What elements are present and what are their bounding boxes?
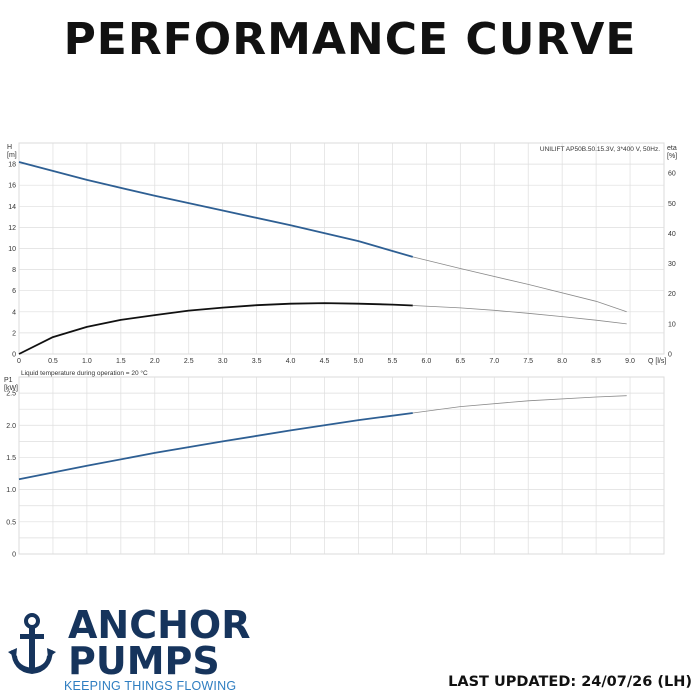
top-y2-tick-label: 20 <box>668 291 676 298</box>
top-y-tick-label: 4 <box>12 309 16 316</box>
x-tick-label: 3.5 <box>252 358 262 365</box>
top-y2-tick-label: 0 <box>668 352 672 359</box>
top-y-tick-label: 18 <box>8 162 16 169</box>
head-extension <box>412 256 627 313</box>
bottom-y-tick-label: 1.0 <box>6 487 16 494</box>
x-tick-label: 1.5 <box>116 358 126 365</box>
brand-name-line1: ANCHOR <box>68 603 251 647</box>
efficiency-curve <box>18 302 413 355</box>
brand-tagline: KEEPING THINGS FLOWING <box>64 679 237 693</box>
y-axis-symbol: H <box>7 144 12 151</box>
x-tick-label: 0.5 <box>48 358 58 365</box>
bottom-y-axis-unit: [kW] <box>4 385 18 392</box>
top-y-tick-label: 2 <box>12 330 16 337</box>
x-tick-label: 4.5 <box>320 358 330 365</box>
x-tick-label: 8.0 <box>557 358 567 365</box>
bottom-y-tick-label: 0 <box>12 552 16 559</box>
anchor-pumps-logo: ANCHOR PUMPS KEEPING THINGS FLOWING <box>8 603 251 694</box>
anchor-icon <box>8 613 56 674</box>
brand-name-line2: PUMPS <box>68 639 220 683</box>
x-tick-label: 2.0 <box>150 358 160 365</box>
power-curve <box>18 412 413 481</box>
liquid-temp-note: Liquid temperature during operation = 20… <box>21 369 148 377</box>
top-y-tick-label: 12 <box>8 225 16 232</box>
top-y2-tick-label: 40 <box>668 231 676 238</box>
x-tick-label: 8.5 <box>591 358 601 365</box>
top-y-tick-label: 6 <box>12 288 16 295</box>
x-axis-label: Q [l/s] <box>648 358 666 365</box>
page-heading: PERFORMANCE CURVE <box>63 14 637 65</box>
last-updated-label: LAST UPDATED: 24/07/26 (LH) <box>448 674 692 690</box>
x-tick-label: 2.5 <box>184 358 194 365</box>
top-y-tick-label: 14 <box>8 204 16 211</box>
top-y2-tick-label: 60 <box>668 171 676 178</box>
x-tick-label: 6.5 <box>455 358 465 365</box>
efficiency-extension <box>412 305 627 325</box>
x-tick-label: 0 <box>17 358 21 365</box>
x-tick-label: 9.0 <box>625 358 635 365</box>
x-tick-label: 4.0 <box>286 358 296 365</box>
x-tick-label: 1.0 <box>82 358 92 365</box>
top-y2-tick-label: 30 <box>668 261 676 268</box>
top-y2-tick-label: 50 <box>668 201 676 208</box>
bottom-y-tick-label: 2.0 <box>6 423 16 430</box>
bottom-y-tick-label: 1.5 <box>6 455 16 462</box>
y-axis-unit: [m] <box>7 152 17 159</box>
head-curve <box>18 161 414 258</box>
y2-axis-unit: [%] <box>667 153 677 160</box>
x-tick-label: 7.0 <box>489 358 499 365</box>
top-y2-tick-label: 10 <box>668 321 676 328</box>
bottom-y-tick-label: 0.5 <box>6 519 16 526</box>
top-y-tick-label: 10 <box>8 246 16 253</box>
bottom-y-tick-label: 2.5 <box>6 391 16 398</box>
x-tick-label: 7.5 <box>523 358 533 365</box>
top-y-tick-label: 16 <box>8 183 16 190</box>
bottom-y-axis-symbol: P1 <box>4 377 13 384</box>
x-tick-label: 3.0 <box>218 358 228 365</box>
x-tick-label: 5.0 <box>354 358 364 365</box>
chart-title: UNILIFT AP50B.50.15.3V, 3*400 V, 50Hz. <box>540 146 660 153</box>
x-tick-label: 5.5 <box>388 358 398 365</box>
x-tick-label: 6.0 <box>422 358 432 365</box>
top-y-tick-label: 0 <box>12 352 16 359</box>
top-y-tick-label: 8 <box>12 267 16 274</box>
bottom-plot-frame <box>18 376 665 555</box>
power-extension <box>412 395 627 414</box>
y2-axis-symbol: eta <box>667 145 677 152</box>
